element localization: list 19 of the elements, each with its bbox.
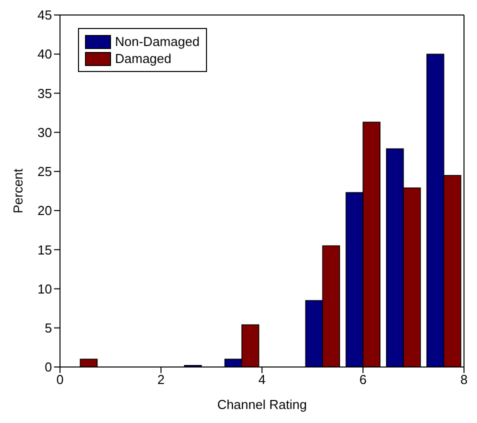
y-axis-title: Percent: [10, 168, 26, 214]
y-tick-label: 45: [38, 8, 52, 23]
y-tick-label: 0: [44, 360, 52, 375]
y-tick-label: 25: [38, 164, 52, 180]
x-tick-label: 0: [56, 372, 64, 388]
x-tick-label: 2: [157, 372, 165, 388]
x-tick-label: 8: [460, 372, 468, 388]
y-tick-label: 15: [38, 242, 52, 258]
x-tick-label: 4: [258, 372, 266, 388]
x-axis-title: Channel Rating: [217, 397, 307, 412]
y-tick-label: 30: [38, 124, 52, 140]
y-tick-label: 10: [38, 281, 52, 296]
legend-label: Non-Damaged: [115, 34, 200, 49]
legend-label: Damaged: [115, 51, 172, 66]
y-tick-label: 40: [38, 46, 52, 62]
y-tick-label: 5: [44, 320, 52, 336]
x-tick-label: 6: [359, 372, 367, 388]
y-tick-label: 35: [38, 86, 52, 101]
y-tick-label: 20: [38, 203, 52, 218]
